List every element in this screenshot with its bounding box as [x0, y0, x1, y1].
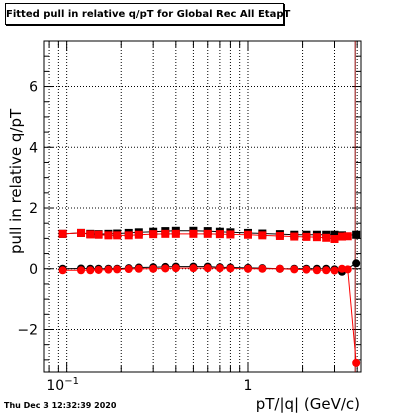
data-point-circle	[203, 264, 212, 273]
data-point-square	[338, 232, 347, 241]
data-point-square	[134, 230, 143, 239]
x-axis-label: pT/|q| (GeV/c)	[256, 395, 360, 413]
data-point-square	[275, 231, 284, 240]
data-point-circle	[290, 265, 299, 274]
data-point-circle	[161, 264, 170, 273]
data-point-circle	[104, 265, 113, 274]
y-tick-label: 0	[29, 262, 38, 278]
data-point-circle	[226, 264, 235, 273]
x-tick-label: 10−1	[46, 376, 79, 394]
data-point-circle	[77, 266, 86, 275]
y-axis-label: pull in relative q/pT	[7, 108, 25, 254]
data-point-circle	[338, 264, 347, 273]
data-point-square	[189, 229, 198, 238]
data-point-square	[113, 231, 122, 240]
data-point-circle	[149, 264, 158, 273]
data-point-square	[149, 230, 158, 239]
data-marks	[58, 226, 361, 367]
data-point-square	[226, 230, 235, 239]
y-tick-label: 6	[29, 80, 38, 96]
data-point-square	[343, 232, 352, 241]
data-point-square	[58, 229, 67, 238]
data-point-square	[161, 229, 170, 238]
data-point-square	[302, 232, 311, 241]
timestamp: Thu Dec 3 12:32:39 2020	[4, 401, 117, 410]
data-point-circle	[330, 266, 339, 275]
data-point-circle	[124, 265, 133, 274]
y-tick-label: −2	[17, 322, 38, 338]
data-point-circle	[189, 264, 198, 273]
data-point-circle	[215, 264, 224, 273]
data-point-square	[86, 230, 95, 239]
data-point-square	[352, 230, 361, 239]
data-point-circle	[94, 265, 103, 274]
data-point-square	[330, 234, 339, 243]
data-point-circle	[58, 266, 67, 275]
data-point-circle	[243, 264, 252, 273]
y-tick-label: 4	[29, 140, 38, 156]
data-point-square	[171, 229, 180, 238]
data-point-square	[258, 231, 267, 240]
plot-frame	[43, 40, 362, 373]
x-tick-label: 1	[244, 378, 253, 394]
data-point-circle	[113, 265, 122, 274]
data-point-square	[203, 229, 212, 238]
data-point-square	[243, 230, 252, 239]
data-point-square	[330, 230, 339, 239]
data-point-circle	[275, 264, 284, 273]
data-point-circle	[322, 266, 331, 275]
data-point-square	[215, 230, 224, 239]
data-point-circle	[134, 264, 143, 273]
data-point-circle	[352, 259, 361, 268]
data-point-square	[104, 231, 113, 240]
data-point-circle	[86, 266, 95, 275]
data-point-circle	[312, 266, 321, 275]
y-tick-label: 2	[29, 201, 38, 217]
data-point-square	[290, 232, 299, 241]
data-point-square	[124, 231, 133, 240]
data-point-square	[322, 233, 331, 242]
chart-title: Fitted pull in relative q/pT for Global …	[6, 9, 291, 20]
title-box: Fitted pull in relative q/pT for Global …	[5, 3, 291, 25]
data-point-circle	[258, 264, 267, 273]
data-point-square	[312, 233, 321, 242]
data-point-circle	[343, 265, 352, 274]
data-point-circle	[352, 358, 361, 367]
data-point-circle	[302, 265, 311, 274]
data-point-square	[94, 230, 103, 239]
data-point-circle	[171, 264, 180, 273]
axes: −2 0 2 4 6 10−1 1	[17, 40, 361, 394]
data-point-square	[77, 228, 86, 237]
